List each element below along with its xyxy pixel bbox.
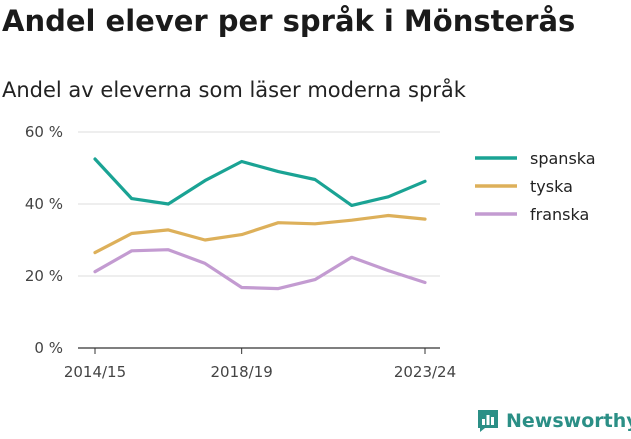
series-line-spanska	[93, 157, 427, 207]
x-tick-label: 2018/19	[211, 363, 273, 381]
legend-label-spanska: spanska	[530, 149, 596, 168]
series-line-tyska	[93, 213, 427, 255]
legend-label-franska: franska	[530, 205, 589, 224]
newsworthy-brand: Newsworthy	[476, 408, 631, 434]
series-lines	[93, 157, 427, 291]
y-axis-tick-labels: 0 % 20 % 40 % 60 %	[25, 123, 63, 357]
series-line-franska	[93, 248, 427, 291]
x-tick-label: 2014/15	[64, 363, 126, 381]
y-tick-label: 20 %	[25, 267, 63, 285]
brand-name: Newsworthy	[506, 410, 631, 432]
newsworthy-logo-icon	[478, 410, 498, 432]
y-tick-label: 60 %	[25, 123, 63, 141]
y-tick-label: 40 %	[25, 195, 63, 213]
chart-title: Andel elever per språk i Mönsterås	[2, 4, 576, 38]
legend: spanska tyska franska	[475, 149, 596, 224]
y-tick-label: 0 %	[34, 339, 63, 357]
x-tick-label: 2023/24	[394, 363, 456, 381]
chart-subtitle: Andel av eleverna som läser moderna språ…	[2, 78, 466, 102]
x-axis: 2014/15 2018/19 2023/24	[64, 348, 456, 381]
legend-label-tyska: tyska	[530, 177, 573, 196]
grid-lines	[78, 131, 440, 349]
